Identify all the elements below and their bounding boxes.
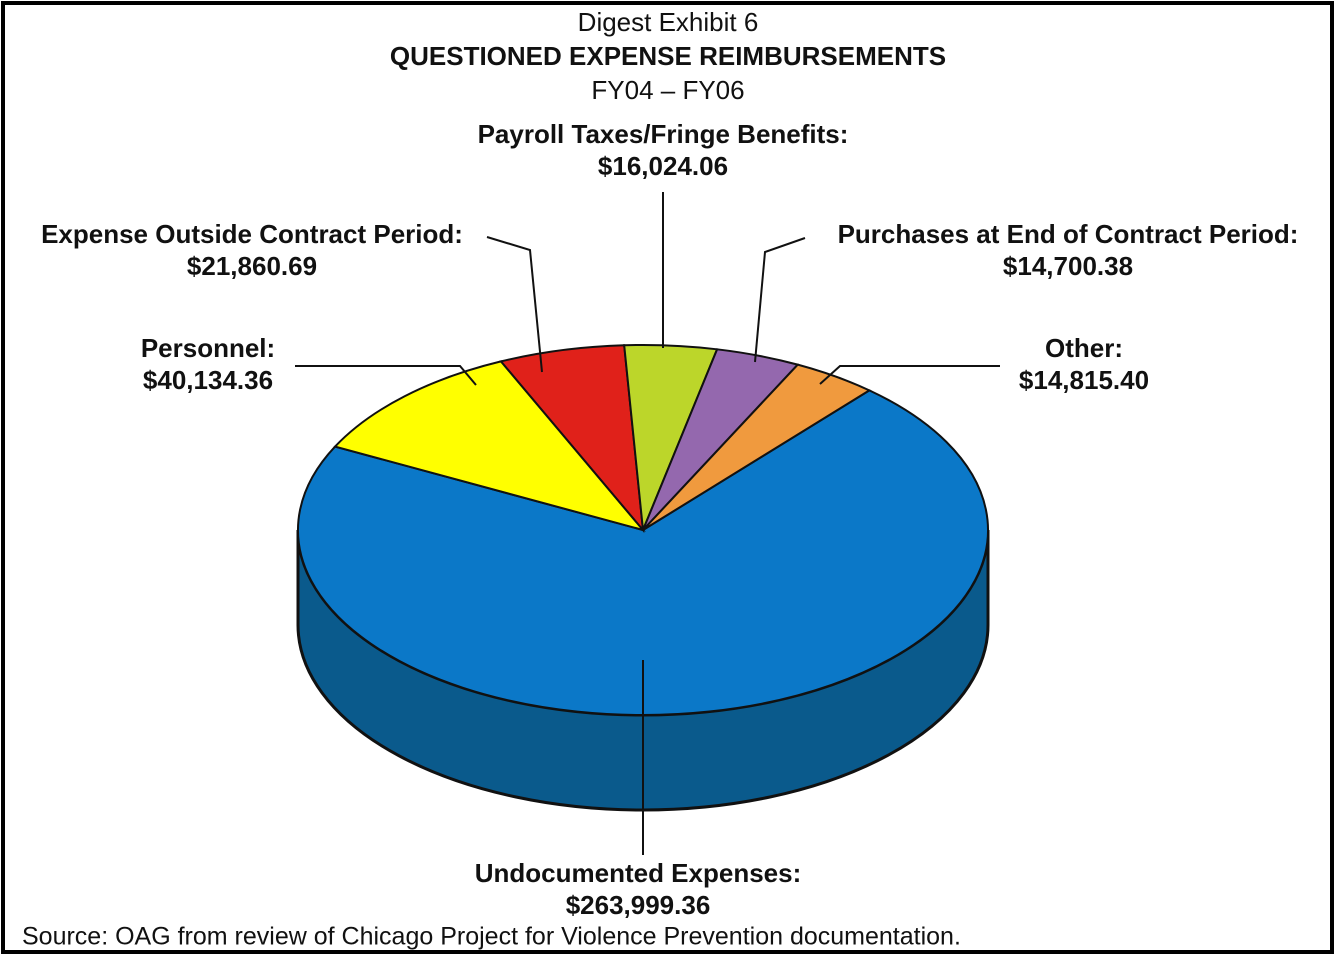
slice-value-label: $14,700.38 — [1003, 251, 1133, 281]
pie — [296, 344, 990, 812]
slice-value-label: $16,024.06 — [598, 151, 728, 181]
slice-label: Other: — [1045, 333, 1123, 363]
pie-slice — [499, 344, 645, 534]
slice-label: Purchases at End of Contract Period: — [838, 219, 1299, 249]
labels: Undocumented Expenses:$263,999.36 Personn… — [41, 119, 1298, 920]
leader-line — [754, 237, 806, 363]
slice-label: Undocumented Expenses: — [475, 858, 802, 888]
chart-heading: QUESTIONED EXPENSE REIMBURSEMENTS — [390, 41, 946, 71]
pie-slice — [297, 389, 989, 716]
source-note: Source: OAG from review of Chicago Proje… — [22, 923, 961, 951]
pie-slice — [333, 360, 646, 532]
chart-title: Digest Exhibit 6 — [578, 7, 759, 37]
slice-value-label: $14,815.40 — [1019, 365, 1149, 395]
leader-line — [819, 365, 1000, 385]
leader-line — [486, 236, 543, 373]
slice-value-label: $21,860.69 — [187, 251, 317, 281]
leader-line — [295, 365, 477, 386]
slice-label: Expense Outside Contract Period: — [41, 219, 463, 249]
slice-label: Personnel: — [141, 333, 275, 363]
slice-value-label: $40,134.36 — [143, 365, 273, 395]
slice-value-label: $263,999.36 — [566, 890, 711, 920]
pie-slice — [642, 363, 872, 531]
chart-subtitle: FY04 – FY06 — [591, 75, 744, 105]
slice-label: Payroll Taxes/Fringe Benefits: — [478, 119, 849, 149]
